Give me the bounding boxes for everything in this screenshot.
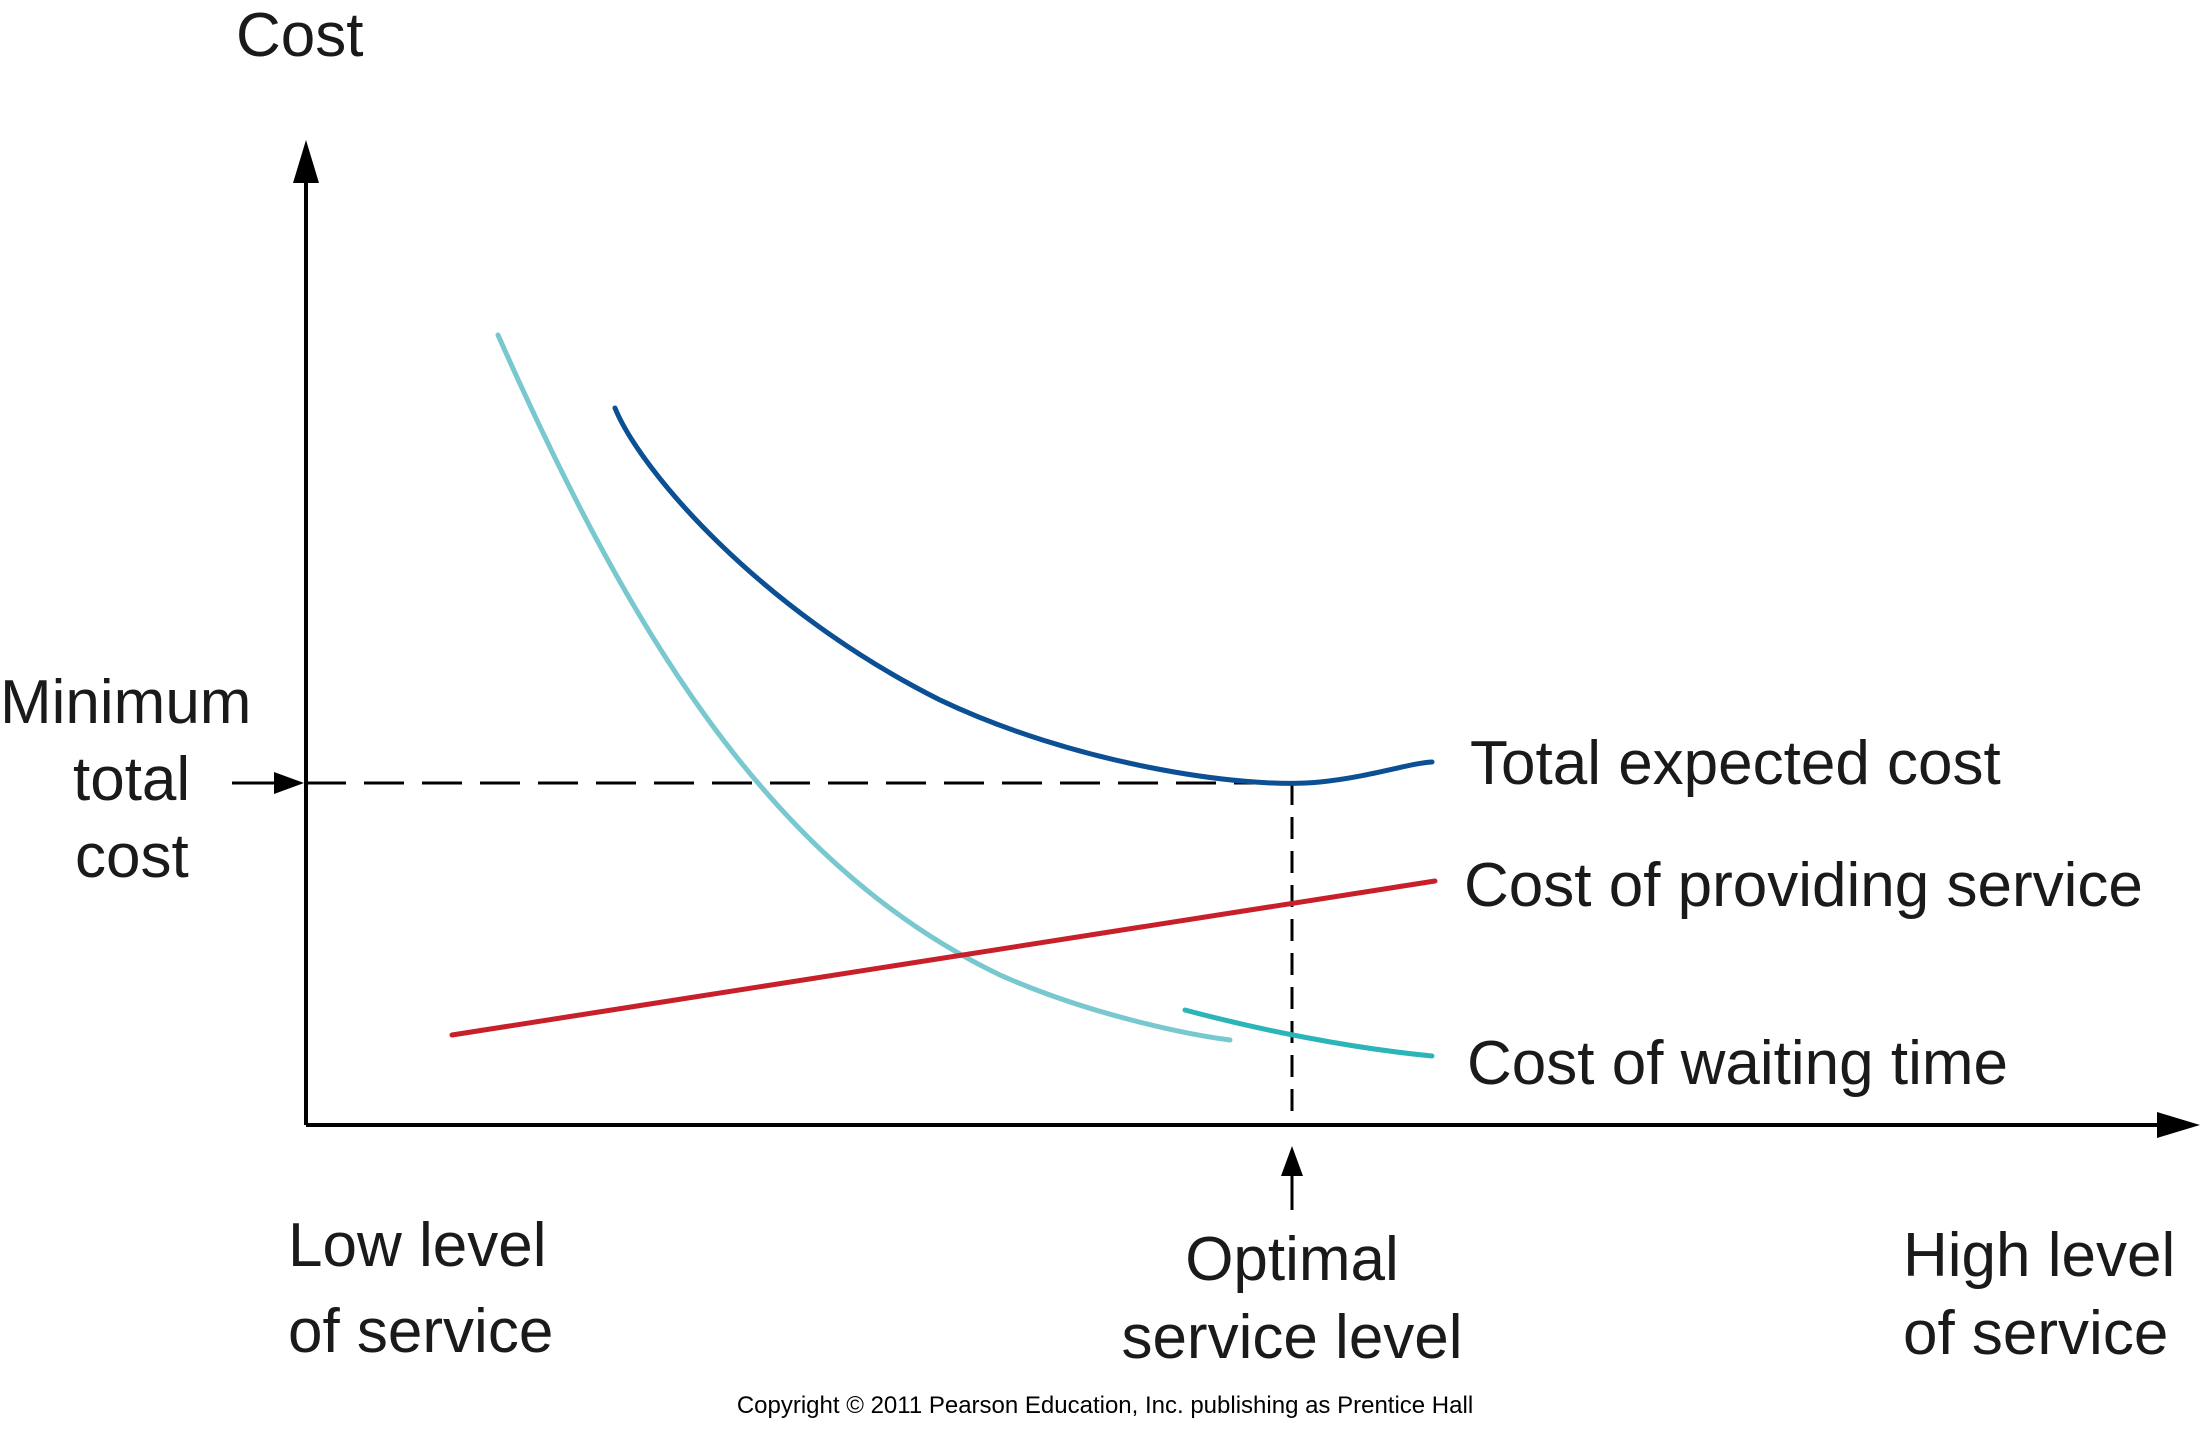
minimum-total-cost-label-line3: cost bbox=[75, 822, 189, 891]
optimal-service-level-label-line1: Optimal bbox=[1185, 1225, 1399, 1294]
total-expected-cost-label: Total expected cost bbox=[1470, 729, 2001, 798]
optimal-service-level-label-line2: service level bbox=[1121, 1303, 1462, 1372]
low-level-label-line1: Low level bbox=[288, 1211, 546, 1280]
total-expected-cost-curve bbox=[612, 405, 1435, 786]
cost-of-waiting-time-curve bbox=[495, 332, 1233, 1043]
copyright-notice: Copyright © 2011 Pearson Education, Inc.… bbox=[737, 1392, 1473, 1419]
minimum-total-cost-label-line1: Minimum bbox=[0, 668, 251, 737]
cost-of-providing-service-label: Cost of providing service bbox=[1464, 851, 2143, 920]
cost-of-providing-service-curve bbox=[449, 878, 1438, 1038]
high-level-label-line1: High level bbox=[1903, 1221, 2175, 1290]
minimum-total-cost-label-line2: total bbox=[73, 745, 190, 814]
y-axis-arrow-icon bbox=[293, 140, 319, 183]
y-axis-label: Cost bbox=[236, 1, 363, 70]
high-level-label-line2: of service bbox=[1903, 1299, 2168, 1368]
cost-of-waiting-time-curve-accent bbox=[1182, 1007, 1435, 1059]
cost-of-waiting-time-label: Cost of waiting time bbox=[1467, 1029, 2008, 1098]
minimum-cost-arrow-icon bbox=[274, 772, 304, 794]
low-level-label-line2: of service bbox=[288, 1297, 553, 1366]
x-axis-arrow-icon bbox=[2157, 1112, 2200, 1138]
optimal-level-arrow-icon bbox=[1281, 1146, 1303, 1176]
